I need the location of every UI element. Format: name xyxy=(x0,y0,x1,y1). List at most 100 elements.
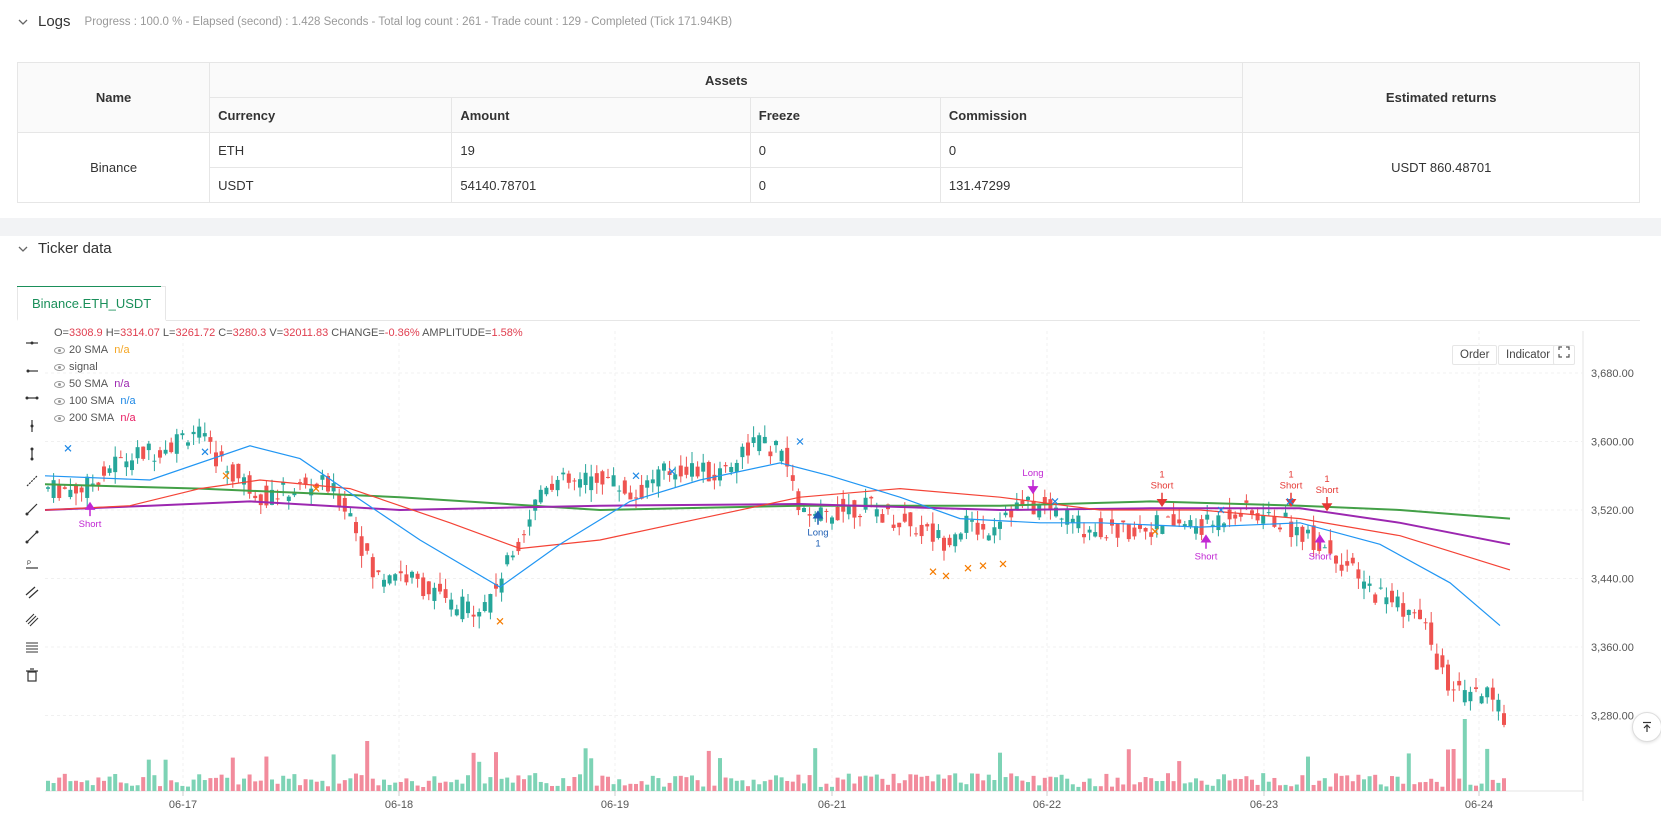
volume-bar xyxy=(1093,786,1098,791)
ticker-header[interactable]: Ticker data xyxy=(18,240,112,257)
scroll-to-top-button[interactable] xyxy=(1632,712,1661,742)
signal-qty: 1 xyxy=(815,539,820,550)
candle-body xyxy=(1479,696,1484,704)
eye-icon[interactable] xyxy=(54,363,65,371)
horizontal-segment-icon[interactable] xyxy=(22,388,42,408)
candle-body xyxy=(79,487,84,493)
volume-bar xyxy=(684,777,689,791)
indicator-button[interactable]: Indicator xyxy=(1498,345,1559,365)
candle-body xyxy=(1474,687,1478,689)
volume-bar xyxy=(1378,784,1383,791)
candle-body xyxy=(1502,713,1506,725)
eye-icon[interactable] xyxy=(54,380,65,388)
volume-bar xyxy=(1423,781,1428,791)
horizontal-ray-icon[interactable] xyxy=(22,361,42,381)
volume-bar xyxy=(342,780,347,791)
logs-header[interactable]: Logs Progress : 100.0 % - Elapsed (secon… xyxy=(18,13,732,30)
horizontal-line-icon[interactable] xyxy=(22,333,42,353)
vertical-line-icon[interactable] xyxy=(22,416,42,436)
candle-body xyxy=(264,485,269,506)
candle-body xyxy=(494,583,498,589)
exchange-name: Binance xyxy=(16,132,211,203)
candle-body xyxy=(830,517,834,524)
candle-body xyxy=(824,510,829,512)
cell-freeze: 0 xyxy=(749,132,941,168)
amplitude-label: AMPLITUDE= xyxy=(422,327,492,339)
candle-body xyxy=(1362,581,1366,589)
volume-bar xyxy=(488,777,493,791)
volume-bar xyxy=(1266,781,1271,791)
candle-body xyxy=(729,467,734,473)
eye-icon[interactable] xyxy=(54,414,65,422)
signal-qty: 1 xyxy=(1324,474,1329,485)
volume-bar xyxy=(908,774,913,791)
exit-marker xyxy=(222,472,230,480)
candle-body xyxy=(376,570,381,573)
volume-bar xyxy=(1238,779,1243,791)
candle-body xyxy=(1205,514,1210,520)
ray-icon[interactable] xyxy=(22,499,42,519)
candle-body xyxy=(1401,603,1406,617)
volume-bar xyxy=(320,780,325,791)
legend-50-sma[interactable]: 50 SMA n/a xyxy=(54,378,130,390)
eye-icon[interactable] xyxy=(54,397,65,405)
volume-bar xyxy=(617,779,622,791)
volume-bar xyxy=(1446,749,1450,791)
candle-body xyxy=(734,462,739,472)
chevron-down-icon[interactable] xyxy=(18,17,28,27)
candle-body xyxy=(74,484,78,494)
candle-body xyxy=(1311,525,1316,550)
legend-20-sma[interactable]: 20 SMA n/a xyxy=(54,344,130,356)
chevron-down-icon[interactable] xyxy=(18,244,28,254)
candle-body xyxy=(286,496,291,502)
volume-bar xyxy=(785,780,790,791)
volume-bar xyxy=(1406,753,1411,791)
volume-bar xyxy=(533,773,538,791)
candle-body xyxy=(303,477,308,485)
fibonacci-icon[interactable] xyxy=(22,638,42,658)
candle-body xyxy=(387,575,392,584)
volume-bar xyxy=(1373,774,1378,791)
candle-body xyxy=(365,543,370,551)
tab-binance-eth-usdt[interactable]: Binance.ETH_USDT xyxy=(17,286,167,321)
order-button[interactable]: Order xyxy=(1452,345,1498,365)
legend-200-sma[interactable]: 200 SMA n/a xyxy=(54,412,136,424)
volume-bar xyxy=(958,782,963,791)
line-segment-icon[interactable] xyxy=(22,527,42,547)
vertical-segment-icon[interactable] xyxy=(22,444,42,464)
candle-body xyxy=(802,507,806,513)
ticker-panel: Ticker data Binance.ETH_USDT P O=3308.9 … xyxy=(0,236,1661,836)
amplitude-value: 1.58% xyxy=(491,327,523,339)
candle-body xyxy=(1457,680,1462,686)
volume-bar xyxy=(74,780,78,791)
eye-icon[interactable] xyxy=(54,346,65,354)
candle-body xyxy=(538,489,543,503)
volume-bar xyxy=(1485,748,1490,791)
candle-body xyxy=(1328,540,1333,554)
volume-bar xyxy=(1009,773,1014,791)
volume-bar xyxy=(370,778,375,791)
exit-marker xyxy=(964,564,972,572)
exit-marker xyxy=(1151,527,1159,535)
legend-100-sma[interactable]: 100 SMA n/a xyxy=(54,395,136,407)
candle-body xyxy=(908,512,913,527)
candlestick-chart[interactable]: 3,680.00 3,600.00 3,520.00 3,440.00 3,360.00… xyxy=(0,331,1661,836)
pitchfork-icon[interactable] xyxy=(22,610,42,630)
volume-bar xyxy=(538,781,543,791)
trash-icon[interactable] xyxy=(22,665,42,685)
trend-line-icon[interactable] xyxy=(22,471,42,491)
candle-body xyxy=(326,475,330,492)
volume-bar xyxy=(1188,782,1193,791)
candle-body xyxy=(1412,612,1417,614)
cell-amount: 19 xyxy=(451,132,751,168)
volume-bar xyxy=(466,775,470,791)
price-line-icon[interactable]: P xyxy=(22,555,42,575)
volume-bar xyxy=(85,780,90,791)
candle-body xyxy=(1339,564,1344,571)
legend-signal[interactable]: signal xyxy=(54,361,98,373)
ticker-title: Ticker data xyxy=(38,240,112,257)
candle-body xyxy=(449,599,454,610)
volume-bar xyxy=(130,785,134,791)
fullscreen-icon[interactable] xyxy=(1553,345,1575,365)
parallel-channel-icon[interactable] xyxy=(22,582,42,602)
